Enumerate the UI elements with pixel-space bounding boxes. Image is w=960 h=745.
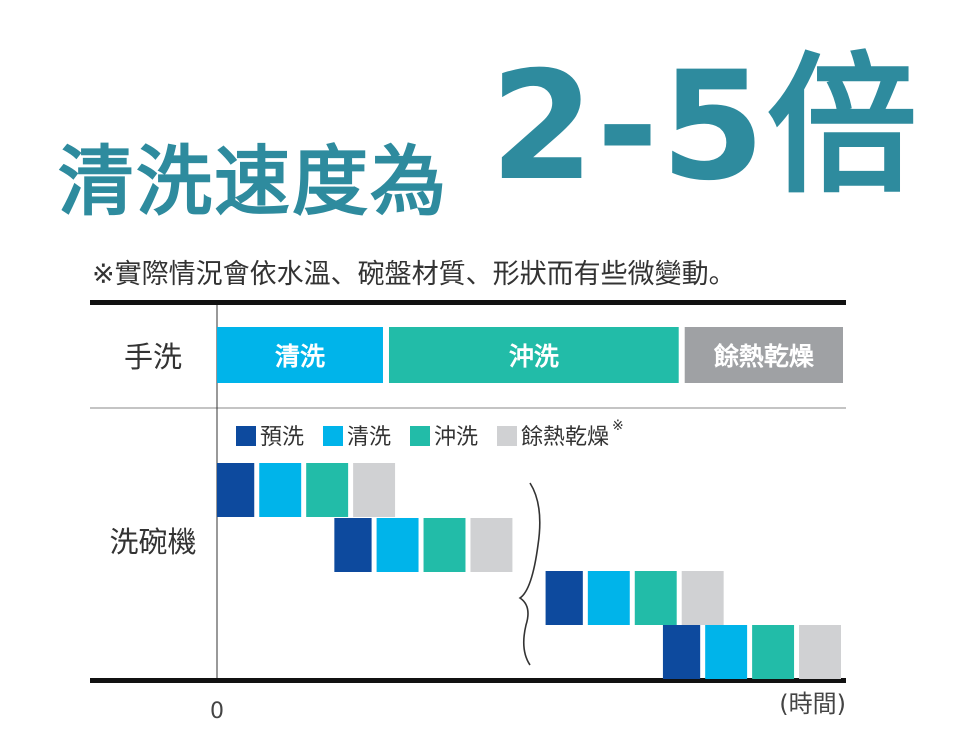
dishwasher-cycle-3-prewash	[545, 571, 583, 625]
x-axis-label: (時間)	[779, 690, 846, 718]
dishwasher-cycle-1-dry	[353, 463, 396, 517]
legend-label-wash: 清洗	[347, 425, 391, 450]
dishwasher-cycle-2-wash	[376, 518, 419, 572]
legend-label-dry: 餘熱乾燥	[521, 425, 609, 450]
legend-swatch-prewash	[236, 426, 256, 446]
headline-multiplier: 2-5倍	[490, 40, 919, 214]
legend: 預洗 清洗 沖洗 餘熱乾燥 ※	[236, 418, 624, 450]
dishwasher-bars	[217, 463, 841, 679]
dishwasher-cycle-1-prewash	[217, 463, 255, 517]
hand-bar-dry	[684, 327, 843, 383]
dishwasher-cycle-4-rinse	[752, 625, 795, 679]
x-origin-label: 0	[210, 699, 224, 724]
dishwasher-cycle-2-dry	[470, 518, 513, 572]
hand-bar-rinse	[388, 327, 679, 383]
dishwasher-cycle-4-wash	[705, 625, 748, 679]
footnote: ※實際情況會依水溫、碗盤材質、形狀而有些微變動。	[92, 259, 736, 290]
legend-swatch-rinse	[410, 426, 430, 446]
hand-bar-wash	[217, 327, 383, 383]
legend-swatch-wash	[323, 426, 343, 446]
headline: 清洗速度為 2-5倍	[0, 0, 960, 230]
hand-bar-label-dry: 餘熱乾燥	[714, 342, 815, 371]
brace	[518, 482, 541, 666]
top-rule	[90, 300, 846, 305]
hand-bar-label-rinse: 沖洗	[509, 342, 559, 371]
dishwasher-cycle-3-dry	[681, 571, 724, 625]
dishwasher-cycle-3-wash	[587, 571, 630, 625]
bottom-rule	[90, 678, 846, 683]
dishwasher-cycle-4-dry	[799, 625, 841, 679]
row-label-hand-wash: 手洗	[124, 340, 182, 374]
headline-text: 清洗速度為	[58, 137, 448, 226]
legend-label-rinse: 沖洗	[434, 425, 478, 450]
dishwasher-cycle-2-rinse	[423, 518, 466, 572]
hand-bar-label-wash: 清洗	[275, 342, 325, 371]
dishwasher-cycle-2-prewash	[334, 518, 372, 572]
legend-label-prewash: 預洗	[260, 425, 304, 450]
legend-swatch-dry	[497, 426, 517, 446]
dishwasher-cycle-4-prewash	[662, 625, 701, 679]
legend-note-mark: ※	[612, 418, 624, 434]
row-label-dishwasher: 洗碗機	[109, 525, 196, 559]
dishwasher-cycle-3-rinse	[634, 571, 677, 625]
dishwasher-cycle-1-rinse	[306, 463, 349, 517]
hand-wash-bars: 清洗 沖洗 餘熱乾燥	[217, 327, 843, 383]
dishwasher-cycle-1-wash	[259, 463, 302, 517]
